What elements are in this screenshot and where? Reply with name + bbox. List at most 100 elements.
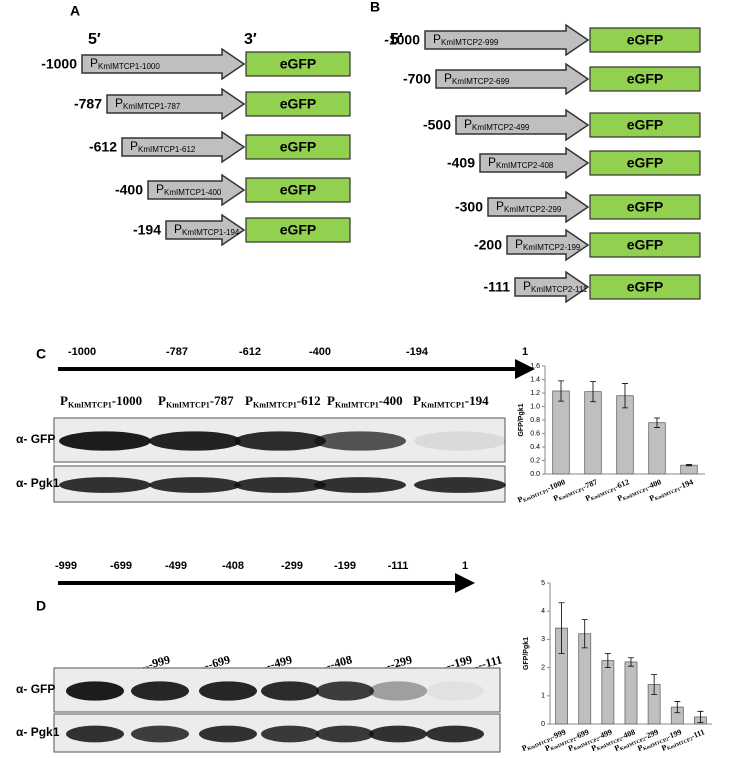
text-part: KmIMTCP2-999 xyxy=(441,38,499,47)
promoter-name: PKmIMTCP2-499 xyxy=(464,117,530,132)
promoter-name: PKmIMTCP2-111 xyxy=(523,279,588,294)
text-part: KmIMTCP2-699 xyxy=(452,77,510,86)
blot-band xyxy=(316,725,374,743)
text-part: -194 xyxy=(677,477,694,491)
text-part: P xyxy=(413,393,421,408)
bar xyxy=(624,661,638,725)
text-part: -787 xyxy=(210,393,234,408)
blot-band xyxy=(414,431,506,451)
promoter-arrow xyxy=(435,62,590,96)
error-bar xyxy=(622,383,628,409)
promoter-name: PKmIMTCP1-1000 xyxy=(90,56,160,71)
position-label: -700 xyxy=(403,71,431,87)
y-tick-label: 1 xyxy=(541,693,545,700)
text-part: P xyxy=(544,743,552,753)
blot-band xyxy=(316,681,374,701)
text-part: P xyxy=(590,743,598,753)
text-part: --699 xyxy=(203,652,232,672)
y-tick-label: 0.4 xyxy=(530,444,540,451)
promoter-label: PKmIMTCP1-1000 xyxy=(60,393,142,409)
promoter-label: PKmIMTCP2-999 xyxy=(520,727,567,754)
error-bar xyxy=(674,701,681,714)
position-label: -787 xyxy=(166,346,188,358)
text-part: -499 xyxy=(596,727,613,741)
error-bar xyxy=(581,619,588,649)
bar xyxy=(680,464,698,475)
position-label: -499 xyxy=(165,560,187,572)
text-part: P xyxy=(660,742,668,752)
text-part: P xyxy=(444,71,452,85)
y-tick-label: 0.2 xyxy=(530,457,540,464)
text-part: KmIMTCP1 xyxy=(68,400,112,409)
text-part: -400 xyxy=(379,393,403,408)
text-part: P xyxy=(648,493,656,503)
position-label: 1 xyxy=(522,346,528,358)
blot-band xyxy=(314,477,406,493)
text-part: -612 xyxy=(613,477,630,491)
y-axis-label: GFP/Pgk1 xyxy=(518,403,525,436)
text-part: KmIMTCP1-400 xyxy=(164,188,222,197)
text-part: --199 xyxy=(445,652,474,672)
error-bar xyxy=(558,602,565,654)
promoter-label: PKmIMTCP1-787 xyxy=(158,393,234,409)
position-label: -199 xyxy=(334,560,356,572)
promoter-name: PKmIMTCP2-699 xyxy=(444,71,510,86)
promoter-arrow xyxy=(81,47,246,81)
text-part: P xyxy=(158,393,166,408)
promoter-name: PKmIMTCP1-612 xyxy=(130,139,196,154)
position-label: -300 xyxy=(455,199,483,215)
blot-band xyxy=(149,477,241,493)
promoter-label: PKmIMTCP1-400 xyxy=(327,393,403,409)
y-tick-label: 3 xyxy=(541,636,545,643)
position-label: -400 xyxy=(115,182,143,198)
position-label: -1000 xyxy=(384,32,420,48)
reporter-label: eGFP xyxy=(280,139,317,155)
error-bar xyxy=(686,464,692,467)
text-part: P xyxy=(115,96,123,110)
y-tick-label: 2 xyxy=(541,664,545,671)
text-part: P xyxy=(464,117,472,131)
promoter-name: PKmIMTCP2-408 xyxy=(488,155,554,170)
text-part: -400 xyxy=(645,477,662,491)
reporter-label: eGFP xyxy=(627,199,664,215)
blot-band xyxy=(66,725,124,743)
y-tick-label: 0.8 xyxy=(530,417,540,424)
promoter-arrow xyxy=(479,146,590,180)
promoter-name: PKmIMTCP2-199 xyxy=(515,237,581,252)
promoter-label: PKmIMTCP1-194 xyxy=(413,393,489,409)
reporter-label: eGFP xyxy=(280,182,317,198)
error-bar xyxy=(654,417,660,428)
blot-band xyxy=(149,431,241,451)
promoter-name: PKmIMTCP2-299 xyxy=(496,199,562,214)
position-label: -699 xyxy=(110,560,132,572)
promoter-arrow xyxy=(147,173,246,207)
egfp-box xyxy=(589,194,701,220)
text-part: -699 xyxy=(573,727,590,741)
position-label: 1 xyxy=(462,560,468,572)
position-label: -787 xyxy=(74,96,102,112)
error-bar xyxy=(697,710,704,723)
promoter-arrow xyxy=(121,130,246,164)
y-tick-label: 0.6 xyxy=(530,430,540,437)
text-part: KmIMTCP1 xyxy=(421,400,465,409)
row-label: α- GFP xyxy=(16,432,55,446)
error-bar xyxy=(628,657,634,667)
promoter-name: PKmIMTCP2-999 xyxy=(433,32,499,47)
text-part: P xyxy=(636,743,644,753)
egfp-box xyxy=(245,51,351,77)
bar xyxy=(601,660,615,725)
text-part: -1000 xyxy=(112,393,142,408)
row-label: α- Pgk1 xyxy=(16,725,60,739)
text-part: KmIMTCP1 xyxy=(654,487,681,502)
five-prime: 5′ xyxy=(390,31,403,48)
text-part: KmIMTCP1 xyxy=(335,400,379,409)
bar xyxy=(584,391,602,475)
text-part: P xyxy=(520,743,528,753)
text-part: KmIMTCP1-1000 xyxy=(98,62,160,71)
blot-band xyxy=(199,725,257,743)
promoter-label: PKmIMTCP1-612 xyxy=(245,393,321,409)
promoter-name: PKmIMTCP1-400 xyxy=(156,182,222,197)
blot-band xyxy=(199,681,257,701)
reporter-label: eGFP xyxy=(627,117,664,133)
position-label: -500 xyxy=(423,117,451,133)
